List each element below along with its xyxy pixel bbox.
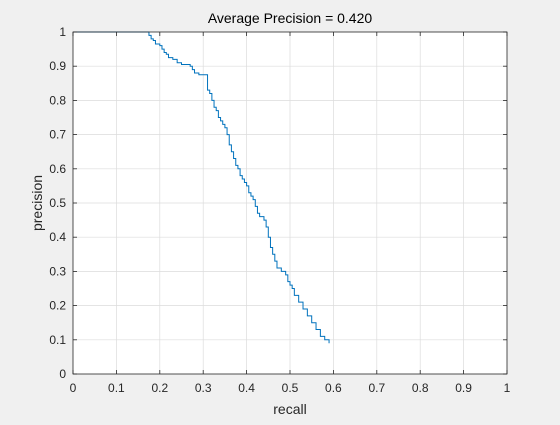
y-tick-label: 0.4 bbox=[49, 230, 66, 244]
y-tick-label: 0 bbox=[59, 367, 66, 381]
x-tick-label: 0.9 bbox=[455, 381, 472, 395]
x-tick-label: 0.3 bbox=[195, 381, 212, 395]
y-tick-label: 0.3 bbox=[49, 264, 66, 278]
y-tick-label: 0.8 bbox=[49, 93, 66, 107]
y-tick-label: 0.5 bbox=[49, 196, 66, 210]
axis-ticks bbox=[72, 31, 508, 375]
precision-recall-line bbox=[73, 31, 330, 344]
y-tick-label: 0.1 bbox=[49, 333, 66, 347]
x-tick-label: 0.8 bbox=[412, 381, 429, 395]
y-tick-labels: 0 0.1 0.2 0.3 0.4 0.5 0.6 0.7 0.8 0.9 1 bbox=[49, 25, 66, 381]
x-tick-label: 1 bbox=[504, 381, 511, 395]
x-tick-label: 0.5 bbox=[282, 381, 299, 395]
x-tick-label: 0.2 bbox=[151, 381, 168, 395]
x-axis-label: recall bbox=[273, 401, 306, 417]
y-tick-label: 1 bbox=[59, 25, 66, 39]
x-tick-label: 0.4 bbox=[238, 381, 255, 395]
grid-lines bbox=[73, 32, 507, 374]
x-tick-label: 0.6 bbox=[325, 381, 342, 395]
y-tick-label: 0.9 bbox=[49, 59, 66, 73]
y-tick-label: 0.2 bbox=[49, 299, 66, 313]
x-tick-label: 0.7 bbox=[368, 381, 385, 395]
y-axis-label: precision bbox=[29, 175, 45, 231]
x-tick-label: 0 bbox=[70, 381, 77, 395]
y-tick-label: 0.6 bbox=[49, 162, 66, 176]
chart-title: Average Precision = 0.420 bbox=[208, 10, 373, 26]
x-tick-labels: 0 0.1 0.2 0.3 0.4 0.5 0.6 0.7 0.8 0.9 1 bbox=[70, 381, 511, 395]
y-tick-label: 0.7 bbox=[49, 128, 66, 142]
x-tick-label: 0.1 bbox=[108, 381, 125, 395]
